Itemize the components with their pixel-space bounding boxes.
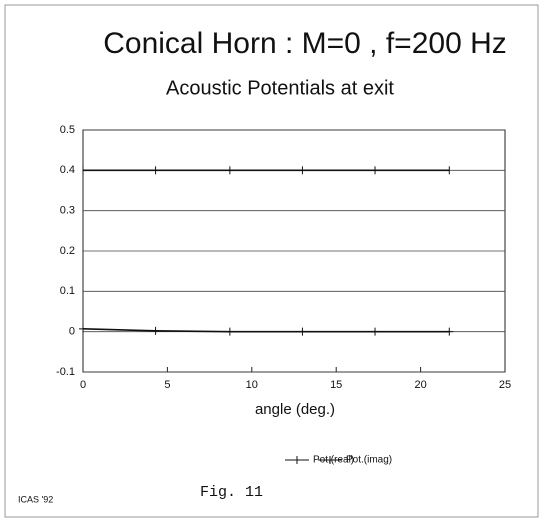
y-tick-label: 0.4 xyxy=(60,164,75,176)
series-line xyxy=(82,328,450,333)
y-tick-label: 0.3 xyxy=(60,205,75,217)
marker xyxy=(445,327,454,336)
y-tick-label: 0.2 xyxy=(60,245,75,257)
x-tick-label: 10 xyxy=(246,379,258,391)
y-tick-label: 0 xyxy=(69,326,75,338)
figure-label: Fig. 11 xyxy=(200,484,263,501)
x-tick-label: 0 xyxy=(80,379,86,391)
legend-label: Pot.(imag) xyxy=(346,455,392,466)
marker xyxy=(225,327,234,336)
chart-title: Conical Horn : M=0 , f=200 Hz xyxy=(103,27,507,60)
x-tick-label: 15 xyxy=(330,379,342,391)
x-tick-label: 5 xyxy=(164,379,170,391)
y-tick-label: 0.5 xyxy=(60,124,75,136)
x-axis-label: angle (deg.) xyxy=(255,401,335,418)
marker xyxy=(371,327,380,336)
y-tick-label: -0.1 xyxy=(56,366,75,378)
marker xyxy=(151,326,160,335)
footer: ICAS '92 xyxy=(18,494,53,504)
frame xyxy=(4,4,539,518)
y-tick-label: 0.1 xyxy=(60,285,75,297)
marker xyxy=(298,327,307,336)
chart-subtitle: Acoustic Potentials at exit xyxy=(166,77,394,99)
x-tick-label: 20 xyxy=(414,379,426,391)
marker xyxy=(79,324,87,333)
x-tick-label: 25 xyxy=(499,379,511,391)
